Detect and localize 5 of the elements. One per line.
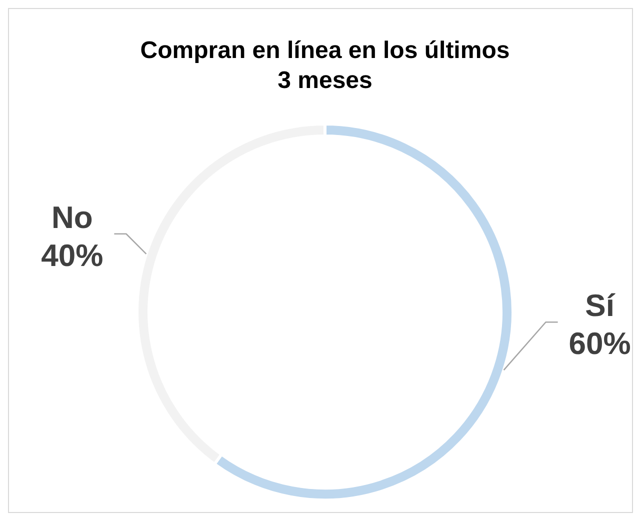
data-label: 60% — [568, 326, 631, 362]
chart-title: Compran en línea en los últimos 3 meses — [140, 37, 510, 94]
data-label: 40% — [41, 238, 104, 273]
slice-label: Sí — [585, 288, 616, 324]
slice-label: No — [52, 200, 93, 235]
